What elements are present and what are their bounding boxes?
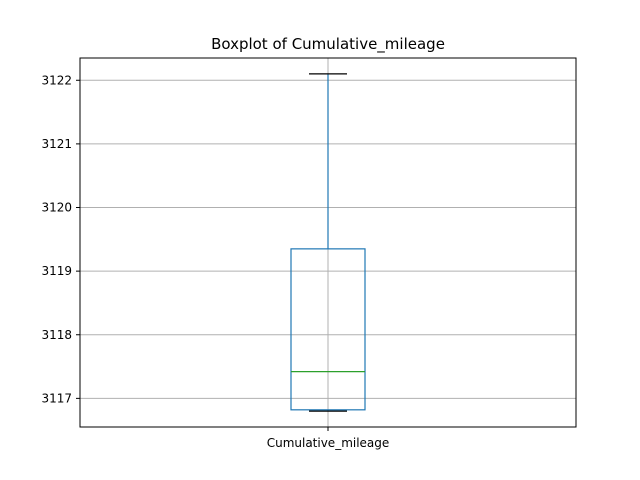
x-tick-label: Cumulative_mileage	[267, 436, 390, 450]
axes: 3117 3118 3119 3120 3121 3122 Cumulative_milea…	[41, 57, 577, 450]
y-tick-label: 3118	[41, 328, 72, 342]
y-tick-label: 3120	[41, 201, 72, 215]
y-tick-label: 3122	[41, 73, 72, 87]
y-tick-label: 3117	[41, 391, 72, 405]
y-tick-label: 3121	[41, 137, 72, 151]
chart-title: Boxplot of Cumulative_mileage	[211, 35, 445, 54]
box-marks	[290, 73, 366, 412]
y-tick-label: 3119	[41, 264, 72, 278]
iqr-box	[290, 248, 366, 411]
